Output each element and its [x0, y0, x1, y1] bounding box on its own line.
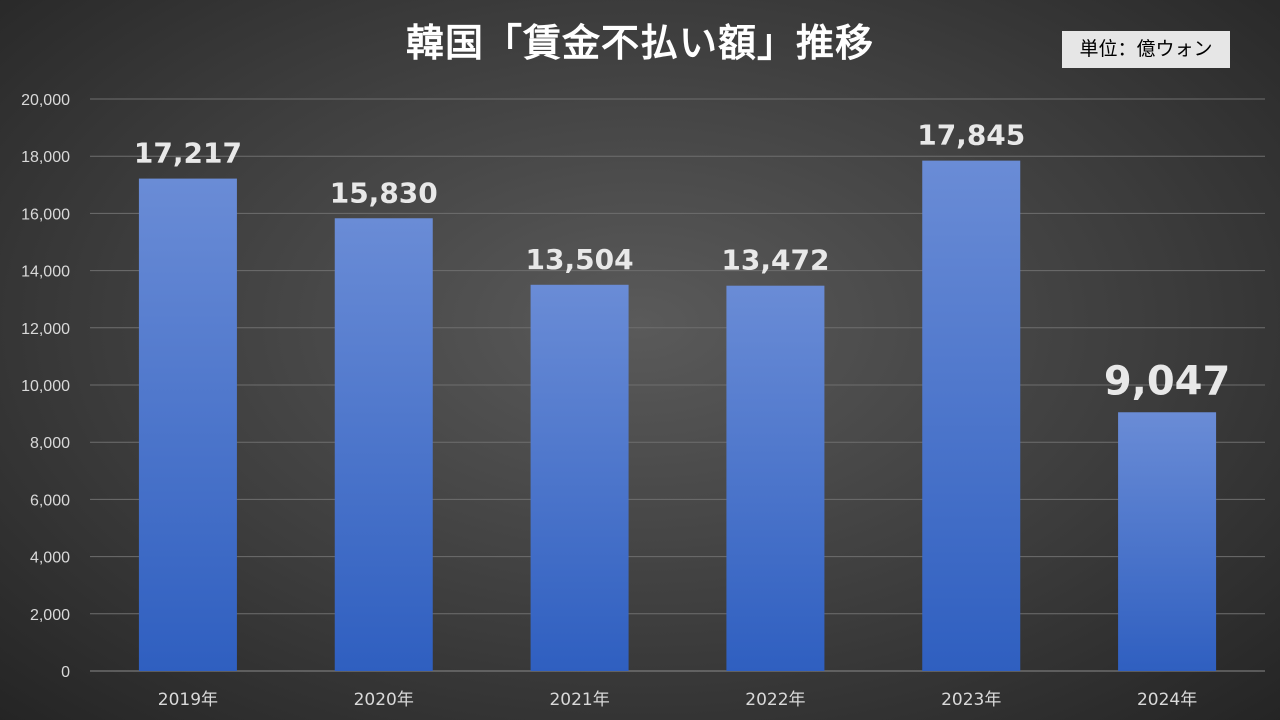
x-tick-label: 2023年 — [941, 690, 1001, 710]
y-tick-label: 10,000 — [21, 378, 70, 395]
gridlines — [90, 98, 1265, 672]
data-label: 13,472 — [721, 244, 829, 277]
y-tick-label: 6,000 — [30, 492, 70, 509]
x-tick-label: 2020年 — [354, 690, 414, 710]
bar — [530, 284, 629, 671]
x-tick-label: 2021年 — [549, 690, 609, 710]
y-tick-label: 8,000 — [30, 435, 70, 452]
unit-label: 単位：億ウォン — [1062, 31, 1230, 68]
y-tick-label: 14,000 — [21, 264, 70, 281]
y-tick-label: 0 — [61, 664, 70, 681]
y-tick-label: 20,000 — [21, 92, 70, 109]
y-axis: 0 2,000 4,000 6,000 8,000 10,000 12,000 14,000 1… — [21, 92, 70, 681]
data-label: 13,504 — [526, 243, 634, 276]
bar — [138, 178, 237, 671]
bars — [138, 160, 1217, 671]
x-tick-label: 2019年 — [158, 690, 218, 710]
data-label-highlight: 9,047 — [1104, 358, 1231, 404]
bar — [1118, 412, 1217, 671]
chart-title: 韓国「賃金不払い額」推移 — [405, 21, 874, 65]
bar — [726, 285, 825, 671]
y-tick-label: 18,000 — [21, 149, 70, 166]
x-tick-label: 2022年 — [745, 690, 805, 710]
x-axis: 2019年 2020年 2021年 2022年 2023年 2024年 — [158, 690, 1197, 710]
y-tick-label: 12,000 — [21, 321, 70, 338]
data-label: 17,217 — [134, 137, 242, 170]
y-tick-label: 2,000 — [30, 607, 70, 624]
x-tick-label: 2024年 — [1137, 690, 1197, 710]
data-label: 17,845 — [917, 119, 1025, 152]
data-label: 15,830 — [330, 176, 438, 209]
data-labels: 17,217 15,830 13,504 13,472 17,845 9,047 — [134, 119, 1230, 405]
y-tick-label: 4,000 — [30, 550, 70, 567]
y-tick-label: 16,000 — [21, 206, 70, 223]
bar — [922, 160, 1021, 671]
bar — [334, 218, 433, 671]
